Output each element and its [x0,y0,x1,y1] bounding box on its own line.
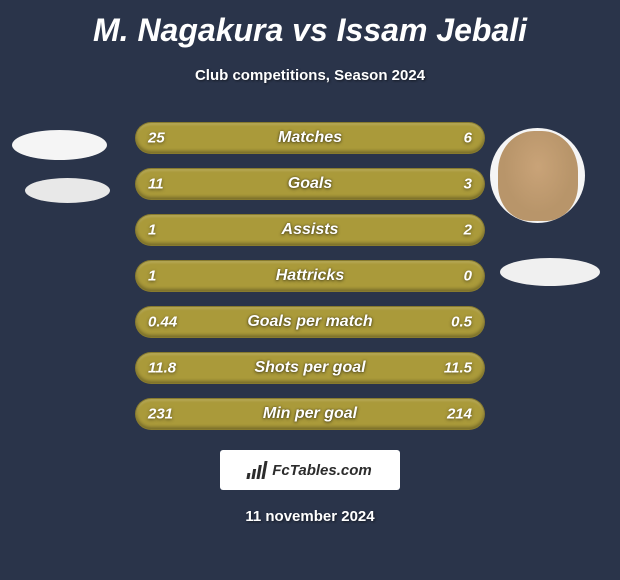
stat-label: Goals [136,175,484,193]
player-left-avatar-oval1 [12,130,107,160]
stat-row: 1 Hattricks 0 [135,260,485,292]
stat-label: Min per goal [136,405,484,423]
stat-row: 25 Matches 6 [135,122,485,154]
stat-right-value: 3 [464,176,472,193]
stat-label: Hattricks [136,267,484,285]
page-subtitle: Club competitions, Season 2024 [0,67,620,84]
logo-bar [247,473,251,479]
stat-label: Goals per match [136,313,484,331]
page-title: M. Nagakura vs Issam Jebali [0,0,620,49]
stat-right-value: 214 [447,406,472,423]
stat-right-value: 11.5 [444,360,472,377]
logo-bar [262,461,268,479]
player-right-avatar [490,128,585,223]
stat-label: Matches [136,129,484,147]
player-left-avatar-oval2 [25,178,110,203]
stat-right-value: 2 [464,222,472,239]
stats-container: 25 Matches 6 11 Goals 3 1 Assists 2 1 Ha… [135,122,485,444]
logo-text: FcTables.com [272,462,371,479]
stat-row: 11 Goals 3 [135,168,485,200]
stat-row: 11.8 Shots per goal 11.5 [135,352,485,384]
stat-row: 0.44 Goals per match 0.5 [135,306,485,338]
footer-date: 11 november 2024 [0,508,620,525]
stat-row: 1 Assists 2 [135,214,485,246]
logo-bars-icon [247,461,268,479]
stat-label: Shots per goal [136,359,484,377]
stat-row: 231 Min per goal 214 [135,398,485,430]
player-right-label-oval [500,258,600,286]
footer-logo[interactable]: FcTables.com [220,450,400,490]
stat-label: Assists [136,221,484,239]
stat-right-value: 6 [464,130,472,147]
stat-right-value: 0.5 [451,314,472,331]
stat-right-value: 0 [464,268,472,285]
avatar-face-icon [498,131,578,221]
